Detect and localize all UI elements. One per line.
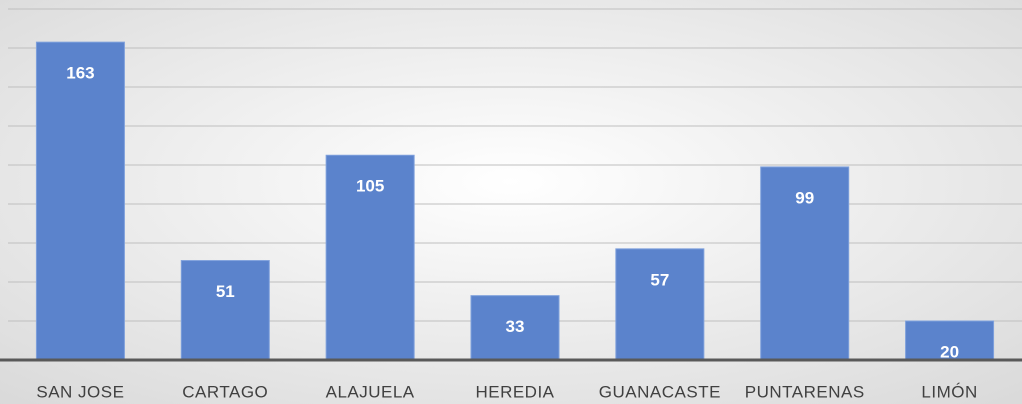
x-tick-label: PUNTARENAS — [745, 382, 865, 401]
x-tick-label: HEREDIA — [475, 382, 554, 401]
data-label: 20 — [940, 342, 959, 361]
x-tick-label: SAN JOSE — [36, 382, 124, 401]
data-label: 33 — [506, 317, 525, 336]
data-label: 163 — [66, 64, 94, 83]
bar — [470, 295, 560, 361]
x-tick-label: GUANACASTE — [599, 382, 721, 401]
data-label: 51 — [216, 282, 235, 301]
data-label: 99 — [795, 188, 814, 207]
bar — [180, 260, 270, 361]
data-label: 57 — [650, 270, 669, 289]
x-tick-label: CARTAGO — [182, 382, 268, 401]
x-tick-label: LIMÓN — [921, 382, 977, 401]
x-tick-label: ALAJUELA — [326, 382, 415, 401]
bar — [35, 41, 125, 361]
data-label: 105 — [356, 177, 384, 196]
bar — [760, 166, 850, 361]
bar — [615, 248, 705, 361]
bar — [325, 154, 415, 361]
